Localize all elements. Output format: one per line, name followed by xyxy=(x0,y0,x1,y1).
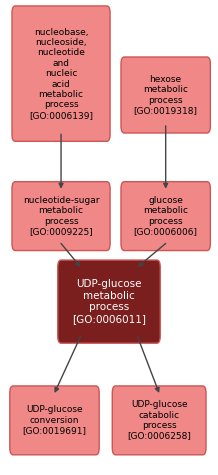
FancyBboxPatch shape xyxy=(121,57,210,133)
FancyBboxPatch shape xyxy=(112,386,206,455)
FancyBboxPatch shape xyxy=(10,386,99,455)
FancyBboxPatch shape xyxy=(58,260,160,343)
Text: nucleotide-sugar
metabolic
process
[GO:0009225]: nucleotide-sugar metabolic process [GO:0… xyxy=(23,196,99,236)
Text: UDP-glucose
catabolic
process
[GO:0006258]: UDP-glucose catabolic process [GO:000625… xyxy=(127,400,191,440)
Text: hexose
metabolic
process
[GO:0019318]: hexose metabolic process [GO:0019318] xyxy=(134,75,198,115)
Text: nucleobase,
nucleoside,
nucleotide
and
nucleic
acid
metabolic
process
[GO:000613: nucleobase, nucleoside, nucleotide and n… xyxy=(29,28,93,120)
FancyBboxPatch shape xyxy=(12,6,110,142)
Text: glucose
metabolic
process
[GO:0006006]: glucose metabolic process [GO:0006006] xyxy=(134,196,198,236)
Text: UDP-glucose
conversion
[GO:0019691]: UDP-glucose conversion [GO:0019691] xyxy=(22,406,87,435)
FancyBboxPatch shape xyxy=(121,182,210,251)
FancyBboxPatch shape xyxy=(12,182,110,251)
Text: UDP-glucose
metabolic
process
[GO:0006011]: UDP-glucose metabolic process [GO:000601… xyxy=(72,279,146,324)
